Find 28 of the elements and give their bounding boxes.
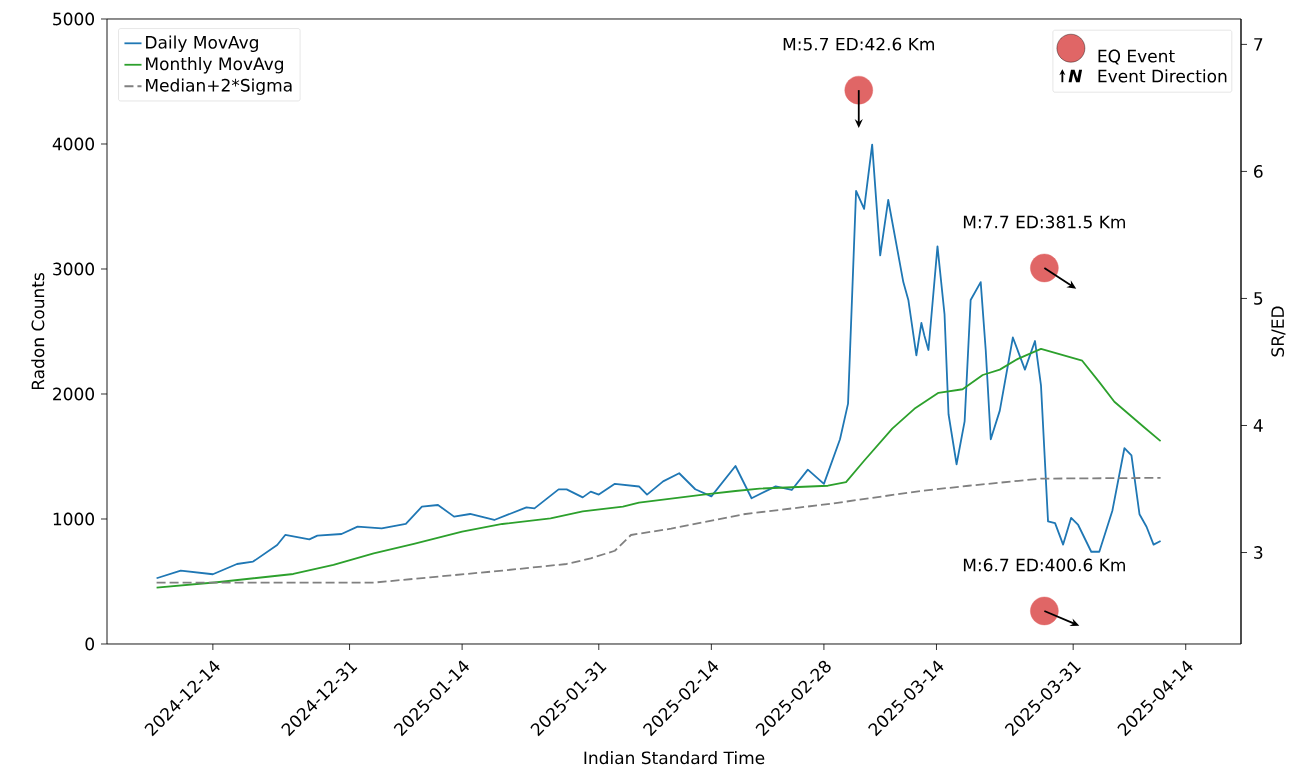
- legend-label: EQ Event: [1098, 49, 1175, 65]
- annotation: M:5.7 ED:42.6 Km: [783, 37, 934, 51]
- y-tick-label: 2000: [53, 387, 95, 401]
- point: [844, 75, 873, 105]
- x-axis-title: Indian Standard Time: [584, 751, 765, 765]
- y2-tick-label: 4: [1253, 419, 1263, 432]
- y-tick-label: 3000: [53, 262, 95, 276]
- point: [1030, 596, 1059, 626]
- y-tick-label: 0: [85, 637, 95, 651]
- y-tick-label: 5000: [53, 12, 95, 26]
- point: [1030, 253, 1059, 283]
- legend-label: Daily MovAvg: [146, 35, 258, 53]
- y-tick-label: 4000: [52, 137, 95, 151]
- annotation: M:7.7 ED:381.5 Km: [963, 215, 1125, 229]
- line-series: [155, 347, 1162, 589]
- y-tick-label: 1000: [53, 512, 95, 526]
- annotation: N: [1068, 69, 1083, 83]
- y2-tick-label: 5: [1254, 292, 1263, 305]
- y2-tick-label: 3: [1254, 546, 1263, 559]
- legend-label: Median+2*Sigma: [146, 78, 292, 95]
- legend-label: Monthly MovAvg: [146, 57, 283, 74]
- y2-tick-label: 6: [1254, 164, 1263, 178]
- y2-tick-label: 7: [1254, 38, 1263, 51]
- y-axis-title: Radon Counts: [31, 273, 45, 390]
- annotation: M:6.7 ED:400.6 Km: [963, 558, 1125, 572]
- y2-axis-title: SR/ED: [1271, 306, 1286, 357]
- line-series: [155, 143, 1162, 580]
- annotation: Event Direction: [1098, 69, 1227, 83]
